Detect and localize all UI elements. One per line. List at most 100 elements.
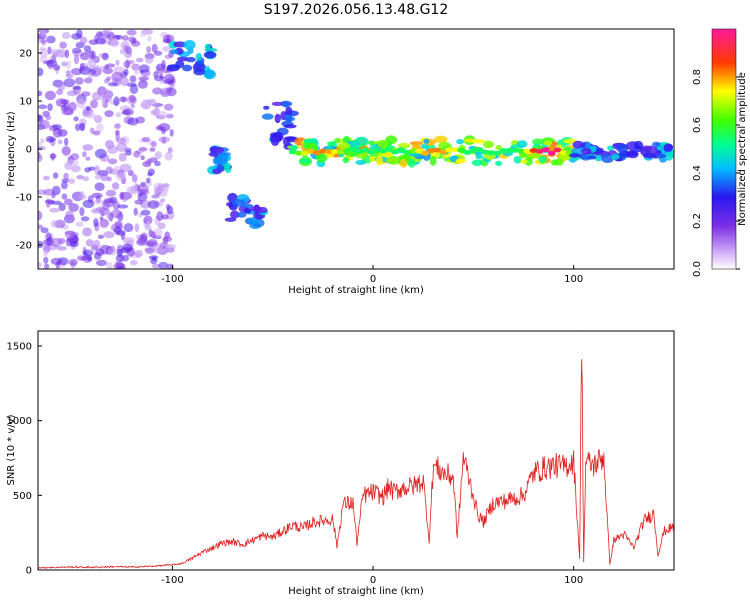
- snr-point: [131, 566, 133, 568]
- heatmap-cell: [285, 106, 293, 117]
- heatmap-cell: [270, 136, 280, 147]
- colorbar-tick-label: 0.8: [692, 69, 703, 85]
- heatmap-cell: [59, 41, 67, 49]
- heatmap-cell: [76, 175, 84, 180]
- snr-point: [432, 464, 434, 466]
- heatmap-cell: [38, 67, 44, 77]
- y-tick-label: -10: [16, 193, 32, 204]
- heatmap-cell: [143, 215, 153, 225]
- snr-point: [442, 472, 444, 474]
- heatmap-cell: [166, 64, 180, 72]
- heatmap-cell: [55, 98, 67, 107]
- heatmap-cell: [63, 172, 69, 180]
- heatmap-cell: [47, 103, 53, 112]
- heatmap-cell: [44, 263, 50, 269]
- heatmap-cell: [110, 38, 120, 48]
- snr-point: [633, 547, 635, 549]
- heatmap-cell: [611, 153, 620, 160]
- snr-point: [272, 536, 274, 538]
- heatmap-cell: [64, 198, 73, 206]
- x-tick-label: 100: [564, 274, 583, 285]
- heatmap-cell: [140, 209, 151, 216]
- x-tick-label: 0: [370, 575, 376, 586]
- heatmap-cell: [445, 147, 454, 153]
- heatmap-cell: [68, 203, 79, 212]
- heatmap-cell: [193, 68, 206, 76]
- heatmap-cell: [85, 105, 91, 111]
- heatmap-cell: [119, 48, 125, 55]
- heatmap-cell: [104, 110, 114, 118]
- heatmap-cell: [367, 149, 375, 155]
- heatmap-cell: [156, 68, 164, 75]
- heatmap-cell: [282, 101, 289, 108]
- heatmap-cell: [102, 52, 109, 61]
- y-tick-label: 10: [19, 97, 32, 108]
- colorbar-ticks: 0.0 0.2 0.4 0.6 0.8: [692, 69, 740, 277]
- heatmap-cell: [173, 41, 187, 48]
- heatmap-cell: [134, 66, 140, 76]
- heatmap-cell: [79, 190, 85, 199]
- heatmap-cell: [665, 151, 674, 161]
- heatmap-cell: [550, 141, 558, 147]
- heatmap-cell: [117, 204, 129, 209]
- heatmap-cell: [113, 226, 122, 235]
- heatmap-cell: [337, 149, 345, 155]
- heatmap-cell: [96, 123, 104, 133]
- heatmap-cell: [147, 172, 153, 177]
- heatmap-cell: [355, 149, 363, 154]
- snr-point: [282, 530, 284, 532]
- heatmap-cell: [72, 85, 82, 90]
- heatmap-cell: [56, 89, 64, 96]
- heatmap-cell: [586, 155, 597, 160]
- spectrogram-xlabel: Height of straight line (km): [288, 285, 424, 296]
- heatmap-cell: [48, 137, 57, 142]
- heatmap-cell: [257, 206, 268, 214]
- heatmap-cell: [423, 138, 430, 144]
- y-tick-label: 500: [13, 491, 32, 502]
- heatmap-cell: [85, 239, 94, 247]
- heatmap-cell: [165, 113, 174, 119]
- heatmap-cell: [52, 124, 62, 130]
- heatmap-cell: [316, 153, 328, 163]
- heatmap-cell: [475, 154, 484, 160]
- snr-point: [388, 485, 390, 487]
- heatmap-cell: [100, 65, 105, 72]
- heatmap-cell: [88, 50, 94, 59]
- heatmap-cell: [124, 150, 132, 156]
- snr-point: [402, 487, 404, 489]
- heatmap-cell: [475, 147, 484, 152]
- heatmap-cell: [82, 176, 90, 182]
- heatmap-cell: [463, 150, 472, 155]
- heatmap-cell: [50, 153, 56, 161]
- heatmap-cell: [38, 141, 42, 147]
- snr-point: [211, 547, 214, 549]
- snr-point: [583, 560, 585, 562]
- heatmap-cell: [90, 99, 98, 109]
- heatmap-cell: [203, 69, 216, 80]
- heatmap-cell: [115, 254, 125, 262]
- heatmap-cell: [115, 137, 127, 144]
- heatmap-cell: [92, 208, 100, 214]
- colorbar-gradient: [711, 28, 737, 270]
- heatmap-cell: [289, 144, 298, 151]
- heatmap-cell: [85, 156, 91, 161]
- heatmap-cell: [38, 261, 42, 268]
- heatmap-cell: [94, 34, 101, 41]
- heatmap-cell: [40, 227, 49, 234]
- heatmap-cell: [70, 165, 81, 173]
- heatmap-cell: [65, 210, 74, 221]
- colorbar-tick-label: 0.2: [692, 213, 703, 229]
- heatmap-cell: [120, 41, 130, 50]
- heatmap-cell: [76, 29, 83, 39]
- heatmap-cell: [38, 114, 44, 124]
- heatmap-cell: [115, 172, 127, 181]
- heatmap-cell: [127, 117, 139, 126]
- snr-point: [262, 535, 264, 537]
- heatmap-cell: [80, 216, 90, 222]
- heatmap-cell: [130, 103, 135, 109]
- colorbar-tick-label: 0.0: [692, 261, 703, 277]
- heatmap-cell: [487, 150, 496, 156]
